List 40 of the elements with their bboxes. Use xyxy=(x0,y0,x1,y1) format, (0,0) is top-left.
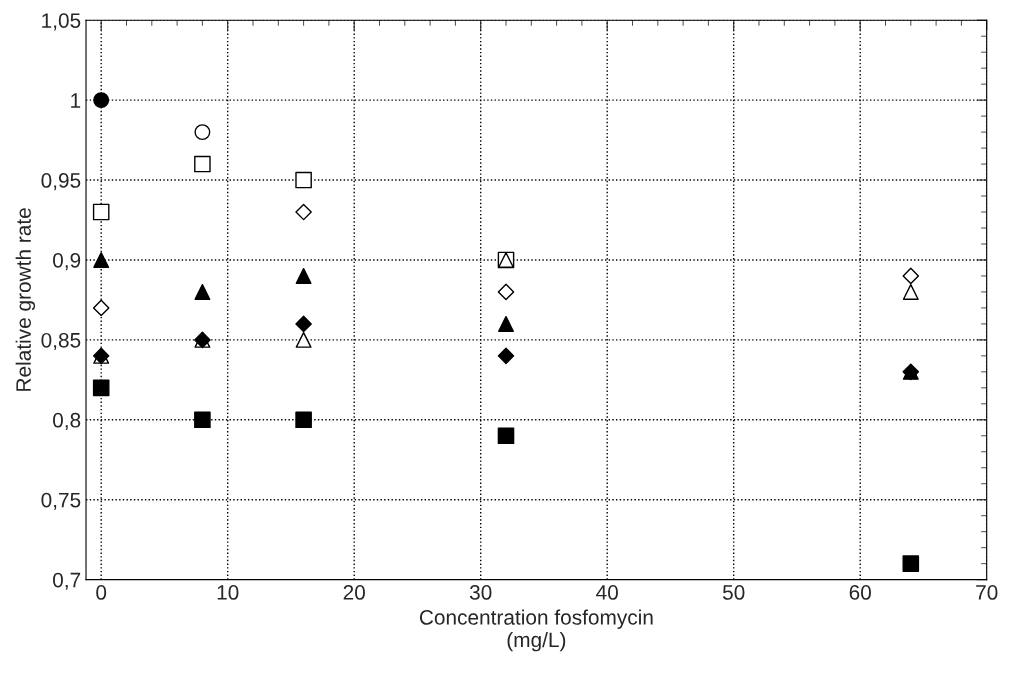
x-tick-label: 70 xyxy=(976,585,998,600)
y-tick-label: 1,05 xyxy=(42,13,81,31)
x-tick-label: 10 xyxy=(217,585,239,600)
point xyxy=(93,92,110,109)
x-tick-label: 40 xyxy=(596,585,618,600)
x-tick-label: 20 xyxy=(343,585,365,600)
point xyxy=(295,267,312,284)
point xyxy=(497,347,515,365)
point xyxy=(498,315,514,332)
point xyxy=(194,155,211,173)
point xyxy=(194,124,211,141)
point xyxy=(194,411,211,429)
point xyxy=(295,203,312,221)
point xyxy=(902,267,920,285)
x-axis-title: Concentration fosfomycin (mg/L) xyxy=(419,609,653,652)
point xyxy=(92,379,110,397)
point xyxy=(497,283,515,301)
point xyxy=(902,555,920,572)
y-axis-title: Relative growth rate xyxy=(15,208,36,391)
point xyxy=(295,331,312,348)
point xyxy=(902,283,919,300)
point xyxy=(497,427,515,445)
y-tick-label: 0,75 xyxy=(41,492,81,510)
y-tick-label: 0,95 xyxy=(41,173,81,191)
x-tick-label: 50 xyxy=(722,585,745,600)
point xyxy=(295,315,312,333)
y-tick-label: 0,7 xyxy=(53,572,81,590)
x-tick-label: 60 xyxy=(849,585,871,600)
point xyxy=(295,411,312,429)
y-tick-label: 0,9 xyxy=(53,252,81,271)
point xyxy=(295,171,312,189)
x-tick-label: 0 xyxy=(96,585,107,600)
point xyxy=(194,283,211,300)
point xyxy=(93,251,110,268)
x-tick-label: 30 xyxy=(469,585,492,600)
point xyxy=(92,299,110,317)
y-tick-label: 0,8 xyxy=(53,412,81,431)
y-tick-label: 1 xyxy=(71,93,81,108)
y-tick-label: 0,85 xyxy=(41,332,81,351)
point xyxy=(92,203,110,221)
